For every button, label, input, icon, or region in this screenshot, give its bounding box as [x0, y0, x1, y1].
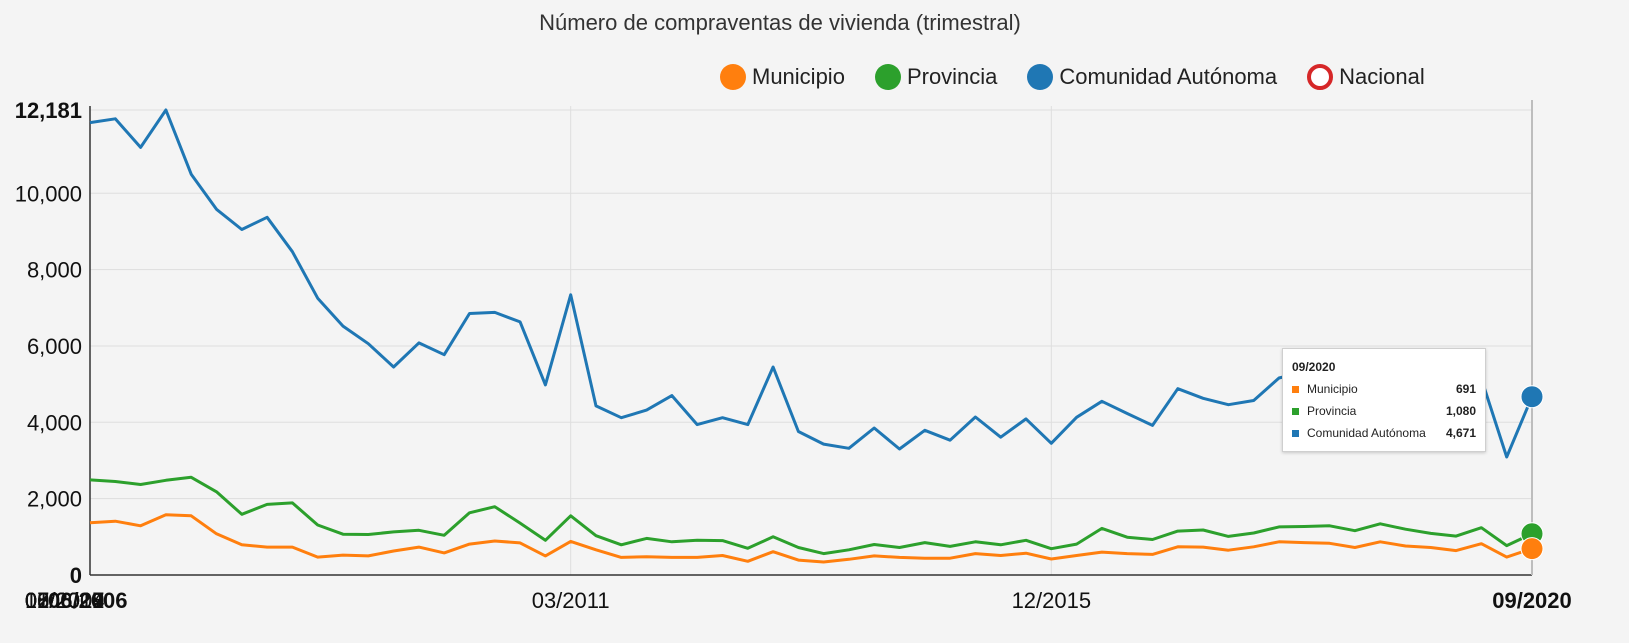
tooltip-row-municipio: Municipio 691 — [1292, 382, 1476, 396]
legend-item-municipio[interactable]: Municipio — [720, 64, 845, 90]
x-tick-label: 07/2017 — [25, 588, 105, 613]
legend-marker-municipio — [720, 64, 746, 90]
tooltip-row-comunidad: Comunidad Autónoma 4,671 — [1292, 426, 1476, 440]
y-tick-label: 6,000 — [27, 334, 82, 359]
legend-label-municipio: Municipio — [752, 64, 845, 89]
y-tick-label: 4,000 — [27, 410, 82, 435]
x-tick-label: 01/2008 — [25, 588, 105, 613]
x-tick-label: 02/2019 — [25, 588, 105, 613]
y-tick-label: 8,000 — [27, 258, 82, 283]
y-tick-label: 2,000 — [27, 487, 82, 512]
tooltip-swatch — [1292, 429, 1299, 437]
legend-item-comunidad[interactable]: Comunidad Autónoma — [1027, 64, 1277, 90]
tooltip-row-name: Comunidad Autónoma — [1307, 426, 1426, 440]
legend-item-provincia[interactable]: Provincia — [874, 64, 998, 90]
series-line-provincia — [89, 475, 1533, 556]
y-tick-label: 0 — [70, 563, 82, 588]
tooltip-swatch — [1292, 385, 1299, 393]
hover-marker-municipio — [1520, 537, 1544, 561]
legend-item-nacional[interactable]: Nacional — [1307, 64, 1425, 90]
x-tick-label: 03/2011 — [532, 588, 610, 613]
hover-marker-comunidad — [1520, 385, 1544, 409]
x-tick-label: 12/2015 — [1012, 588, 1092, 613]
legend-marker-provincia — [874, 64, 901, 90]
x-tick-label: 06/2006 — [48, 588, 128, 613]
legend-label-comunidad: Comunidad Autónoma — [1059, 64, 1278, 89]
tooltip-row-value: 691 — [1455, 382, 1476, 396]
tooltip-row-value: 1,080 — [1445, 404, 1476, 418]
series-lines — [89, 108, 1534, 564]
chart-title: Número de compraventas de vivienda (trim… — [539, 10, 1021, 35]
tooltip-title: 09/2020 — [1292, 360, 1336, 374]
tooltip-row-value: 4,671 — [1445, 426, 1476, 440]
legend-label-provincia: Provincia — [906, 64, 998, 89]
y-tick-label: 12,181 — [15, 98, 82, 123]
legend-marker-nacional — [1307, 64, 1334, 90]
tooltip-row-provincia: Provincia 1,080 — [1292, 404, 1476, 418]
x-tick-label: 10/2012 — [25, 588, 105, 613]
series-line-municipio — [89, 513, 1533, 564]
tooltip: 09/2020 Municipio 691 Provincia 1,080 Co… — [1282, 348, 1486, 452]
grid-lines — [90, 106, 1532, 575]
tooltip-row-name: Provincia — [1307, 404, 1357, 418]
axes — [89, 100, 1533, 576]
x-tick-label: 09/2020 — [1492, 588, 1572, 613]
y-tick-label: 10,000 — [15, 181, 82, 206]
legend-marker-comunidad — [1027, 64, 1054, 90]
legend: Municipio Provincia Comunidad Autónoma N… — [720, 60, 1425, 94]
legend-label-nacional: Nacional — [1339, 64, 1425, 89]
x-tick-label: 05/2014 — [25, 588, 105, 613]
x-tick-label: 08/2009 — [25, 588, 105, 613]
tooltip-row-name: Municipio — [1307, 382, 1358, 396]
y-tick-labels: 0 2,000 4,000 6,000 8,000 10,000 12,181 — [15, 98, 82, 588]
tooltip-swatch — [1292, 407, 1299, 415]
hover-markers — [1520, 385, 1544, 561]
